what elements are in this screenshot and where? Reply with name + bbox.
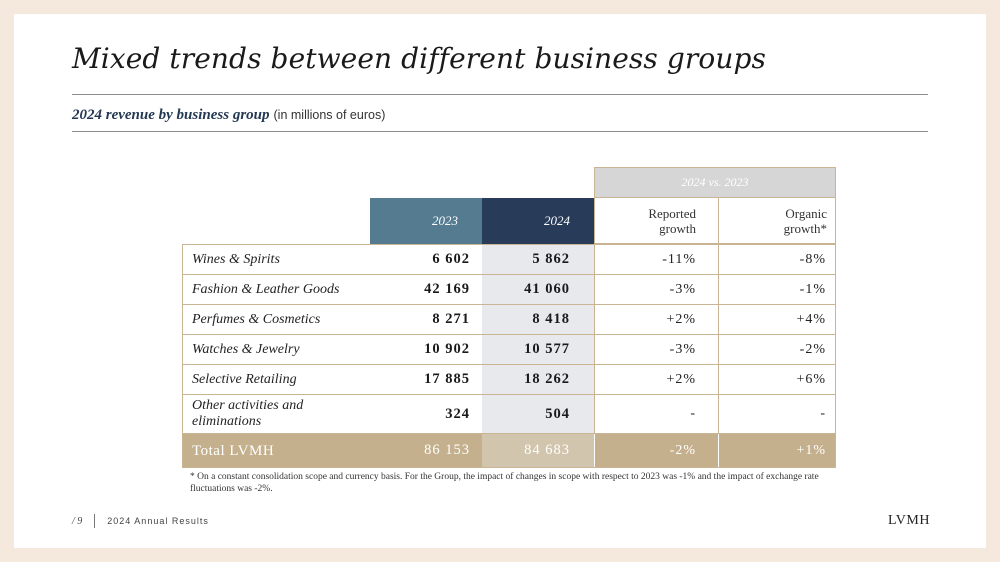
total-value-2024: 84 683: [482, 434, 594, 467]
revenue-table: Wines & Spirits 6 602 5 862 -11% -8% Fas…: [182, 244, 836, 468]
row-value-2023: 10 902: [424, 341, 470, 357]
row-value-2024: 8 418: [532, 311, 570, 327]
row-value-2024: 18 262: [524, 371, 570, 387]
table-row: Perfumes & Cosmetics 8 271 8 418 +2% +4%: [183, 305, 835, 335]
slide: Mixed trends between different business …: [14, 14, 986, 548]
organic-header-line2: growth*: [783, 220, 827, 236]
table-row: Watches & Jewelry 10 902 10 577 -3% -2%: [183, 335, 835, 365]
row-reported-growth: -: [594, 395, 718, 433]
divider-bottom: [72, 131, 928, 132]
row-business-group: Other activities and eliminations: [192, 398, 304, 429]
table-subtitle: 2024 revenue by business group (in milli…: [72, 106, 385, 124]
row-reported-growth: -3%: [594, 275, 718, 304]
row-reported-growth: +2%: [594, 305, 718, 334]
page-number: / 9: [72, 515, 83, 527]
row-value-2023: 17 885: [424, 371, 470, 387]
column-header-organic-growth: Organic growth*: [718, 198, 836, 244]
row-value-2023: 8 271: [432, 311, 470, 327]
reported-header-line2: growth: [659, 220, 696, 236]
organic-header-line1: Organic: [785, 205, 827, 221]
total-row: Total LVMH 86 153 84 683 -2% +1%: [183, 434, 835, 467]
reported-header-line1: Reported: [648, 205, 696, 221]
document-name: 2024 Annual Results: [107, 516, 209, 526]
table-row: Fashion & Leather Goods 42 169 41 060 -3…: [183, 275, 835, 305]
row-value-2023: 6 602: [432, 251, 470, 267]
comparison-group-header: 2024 vs. 2023: [594, 167, 836, 198]
footer: / 9 2024 Annual Results: [72, 514, 209, 528]
table-row: Other activities and eliminations 324 50…: [183, 395, 835, 434]
row-value-2024: 10 577: [524, 341, 570, 357]
footer-separator: [94, 514, 96, 528]
row-business-group: Perfumes & Cosmetics: [192, 311, 321, 327]
row-business-group: Wines & Spirits: [192, 251, 280, 267]
divider-top: [72, 94, 928, 95]
column-header-reported-growth: Reported growth: [594, 198, 718, 244]
row-organic-growth: +4%: [718, 305, 835, 334]
table-row: Wines & Spirits 6 602 5 862 -11% -8%: [183, 245, 835, 275]
row-organic-growth: +6%: [718, 365, 835, 394]
subtitle-bold: 2024 revenue by business group: [72, 107, 270, 123]
column-header-2023: 2023: [370, 198, 482, 244]
row-organic-growth: -1%: [718, 275, 835, 304]
row-organic-growth: -2%: [718, 335, 835, 364]
row-value-2024: 504: [545, 405, 570, 422]
row-business-group: Watches & Jewelry: [192, 341, 300, 357]
row-business-group: Fashion & Leather Goods: [192, 281, 340, 297]
table-row: Selective Retailing 17 885 18 262 +2% +6…: [183, 365, 835, 395]
row-reported-growth: +2%: [594, 365, 718, 394]
total-value-2023: 86 153: [424, 442, 470, 458]
total-label: Total LVMH: [192, 442, 275, 459]
footnote: * On a constant consolidation scope and …: [190, 472, 819, 494]
row-value-2024: 5 862: [532, 251, 570, 267]
row-organic-growth: -: [718, 395, 835, 433]
page-title: Mixed trends between different business …: [72, 42, 766, 75]
column-header-2024: 2024: [482, 198, 594, 244]
row-business-group: Selective Retailing: [192, 371, 297, 387]
row-reported-growth: -11%: [594, 245, 718, 274]
brand-logo: LVMH: [888, 513, 930, 528]
row-organic-growth: -8%: [718, 245, 835, 274]
row-reported-growth: -3%: [594, 335, 718, 364]
row-value-2024: 41 060: [524, 281, 570, 297]
total-reported-growth: -2%: [594, 434, 718, 467]
row-value-2023: 324: [445, 405, 470, 422]
subtitle-unit: (in millions of euros): [273, 108, 386, 122]
column-2024-shading: [482, 245, 594, 434]
row-value-2023: 42 169: [424, 281, 470, 297]
total-organic-growth: +1%: [718, 434, 835, 467]
